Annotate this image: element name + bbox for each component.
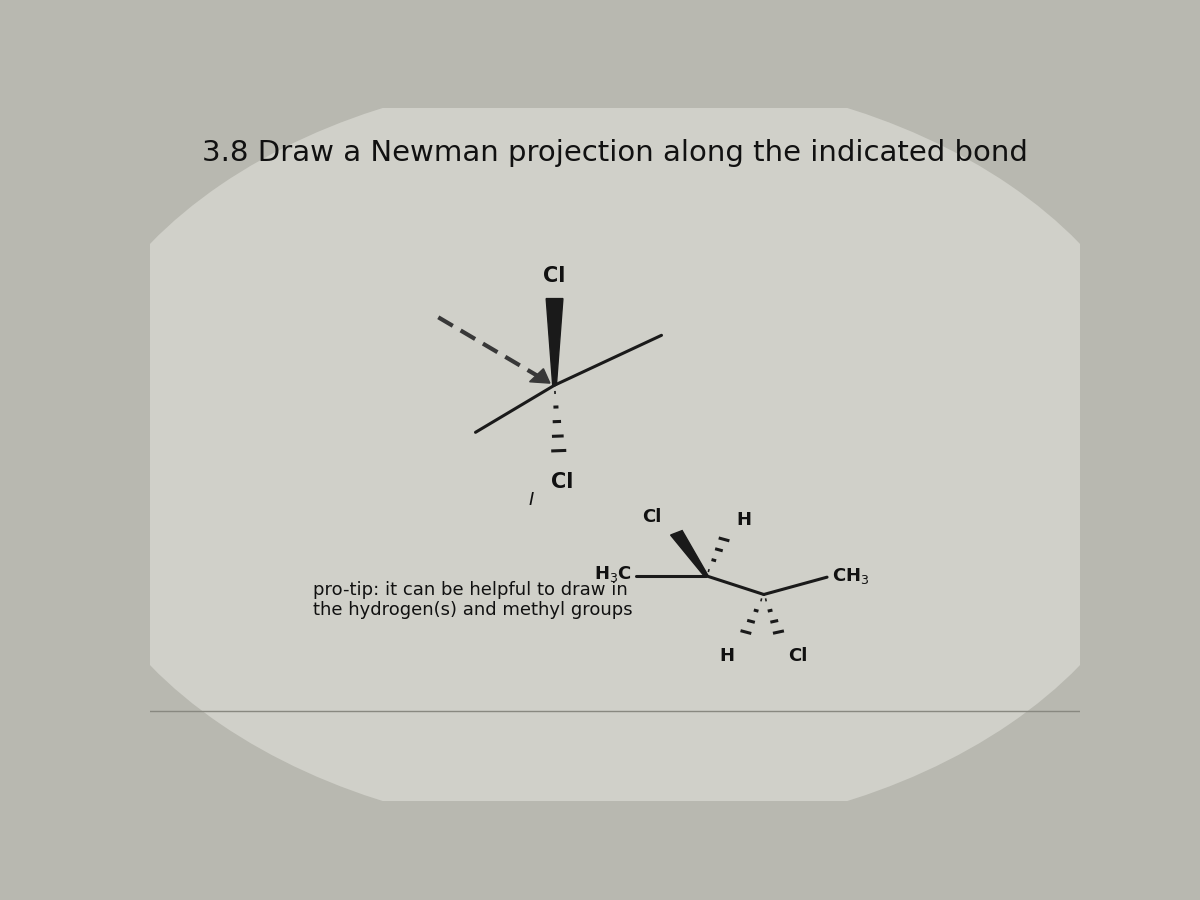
Text: Cl: Cl bbox=[788, 647, 808, 665]
Text: CH$_3$: CH$_3$ bbox=[832, 566, 869, 586]
Text: the hydrogen(s) and methyl groups: the hydrogen(s) and methyl groups bbox=[313, 601, 632, 619]
Text: I: I bbox=[529, 491, 534, 508]
Text: H: H bbox=[719, 647, 734, 665]
Text: H: H bbox=[736, 510, 751, 528]
Text: 3.8 Draw a Newman projection along the indicated bond: 3.8 Draw a Newman projection along the i… bbox=[202, 140, 1028, 167]
Polygon shape bbox=[546, 299, 563, 385]
Text: Cl: Cl bbox=[544, 266, 565, 286]
Ellipse shape bbox=[58, 73, 1174, 835]
Polygon shape bbox=[529, 369, 550, 383]
Text: pro-tip: it can be helpful to draw in: pro-tip: it can be helpful to draw in bbox=[313, 580, 628, 598]
Text: Cl: Cl bbox=[551, 472, 574, 491]
Text: H$_3$C: H$_3$C bbox=[594, 564, 631, 584]
Text: Cl: Cl bbox=[642, 508, 661, 526]
Polygon shape bbox=[671, 531, 708, 576]
